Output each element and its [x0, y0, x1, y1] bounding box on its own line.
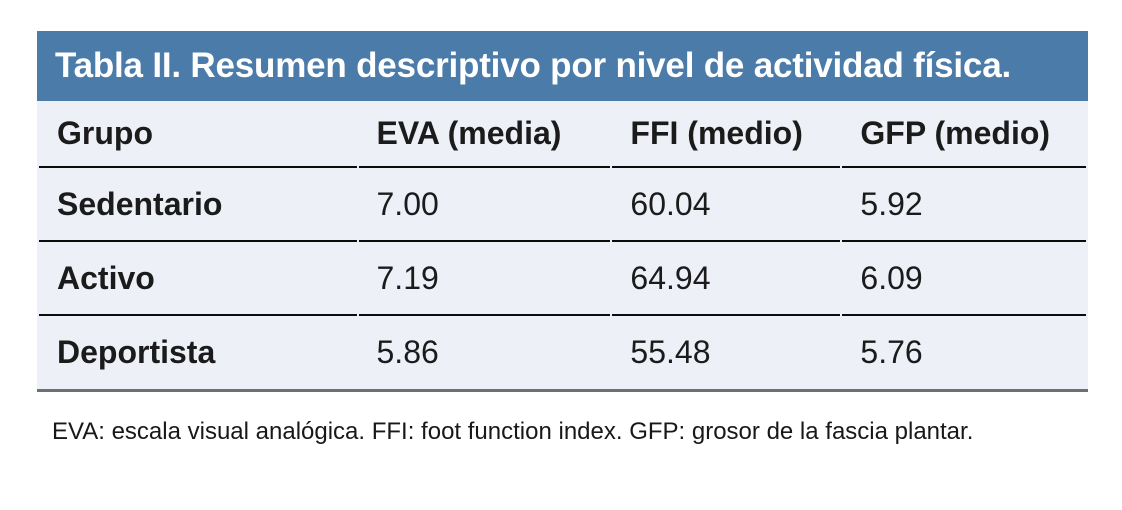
table-row-deportista: Deportista 5.86 55.48 5.76 — [39, 316, 1086, 389]
cell-sedentario-label: Sedentario — [39, 168, 357, 242]
cell-deportista-eva: 5.86 — [376, 334, 439, 370]
column-header-eva: EVA (media) — [358, 101, 611, 168]
table-row-sedentario: Sedentario 7.00 60.04 5.92 — [39, 168, 1086, 242]
table-title: Tabla II. Resumen descriptivo por nivel … — [55, 46, 1011, 85]
cell-sedentario-gfp: 5.92 — [842, 168, 1086, 242]
cell-activo-gfp: 6.09 — [842, 242, 1086, 316]
table-title-bar: Tabla II. Resumen descriptivo por nivel … — [37, 31, 1088, 101]
cell-deportista-label: Deportista — [57, 334, 216, 370]
column-header-gfp: GFP (medio) — [842, 101, 1086, 168]
cell-activo-eva: 7.19 — [358, 242, 611, 316]
cell-sedentario-eva: 7.00 — [358, 168, 611, 242]
cell-deportista-gfp: 5.76 — [860, 334, 923, 370]
cell-activo-label: Activo — [39, 242, 357, 316]
table-row-activo: Activo 7.19 64.94 6.09 — [39, 242, 1086, 316]
cell-sedentario-ffi: 60.04 — [612, 168, 841, 242]
column-header-ffi: FFI (medio) — [612, 101, 841, 168]
summary-table: Grupo EVA (media) FFI (medio) GFP (medio… — [37, 101, 1088, 389]
table-footnote: EVA: escala visual analógica. FFI: foot … — [52, 418, 974, 445]
cell-activo-ffi: 64.94 — [612, 242, 841, 316]
paper-table-figure: Tabla II. Resumen descriptivo por nivel … — [37, 31, 1088, 453]
cell-deportista-ffi: 55.48 — [630, 334, 711, 370]
column-header-grupo: Grupo — [39, 101, 357, 168]
table-header-row: Grupo EVA (media) FFI (medio) GFP (medio… — [39, 101, 1086, 168]
table-body-wrapper: Grupo EVA (media) FFI (medio) GFP (medio… — [37, 101, 1088, 392]
